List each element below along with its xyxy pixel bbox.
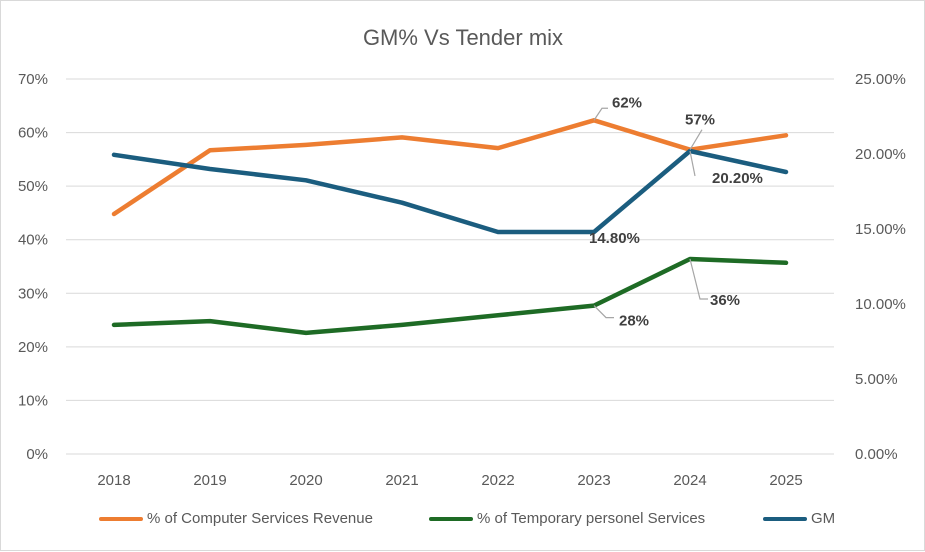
y-left-tick-label: 40% [18, 232, 48, 249]
data-label-leader [593, 305, 614, 319]
data-label: 20.20% [712, 170, 763, 187]
data-label: 36% [710, 292, 740, 309]
y-left-tick-label: 70% [18, 71, 48, 88]
y-left-tick-label: 50% [18, 178, 48, 195]
y-left-tick-label: 30% [18, 285, 48, 302]
chart-title: GM% Vs Tender mix [363, 25, 563, 50]
y-left-tick-label: 0% [26, 446, 48, 463]
data-label: 14.80% [589, 230, 640, 247]
legend: % of Computer Services Revenue % of Temp… [1, 510, 925, 532]
legend-item-computer-services[interactable]: % of Computer Services Revenue [99, 510, 373, 527]
y-right-tick-label: 25.00% [855, 71, 906, 88]
data-label-leader [689, 129, 703, 151]
data-label: 28% [619, 313, 649, 330]
y-right-tick-label: 5.00% [855, 371, 898, 388]
y-right-tick-label: 10.00% [855, 296, 906, 313]
series-line-temporary-personel[interactable] [111, 256, 789, 336]
x-tick-label: 2019 [193, 472, 226, 489]
x-tick-label: 2025 [769, 472, 802, 489]
x-tick-label: 2024 [673, 472, 706, 489]
y-right-tick-label: 0.00% [855, 446, 898, 463]
data-label-leader [689, 150, 696, 177]
legend-swatch-computer-services [99, 516, 143, 521]
y-left-tick-label: 20% [18, 339, 48, 356]
legend-swatch-gm [763, 516, 807, 521]
x-tick-label: 2018 [97, 472, 130, 489]
legend-label-computer-services: % of Computer Services Revenue [147, 510, 373, 527]
series-line-computer-services[interactable] [111, 118, 789, 217]
y-left-tick-label: 10% [18, 392, 48, 409]
data-label: 57% [685, 112, 715, 129]
legend-item-temporary-personel[interactable]: % of Temporary personel Services [429, 510, 705, 527]
x-tick-label: 2021 [385, 472, 418, 489]
legend-label-gm: GM [811, 510, 836, 527]
y-right-tick-label: 20.00% [855, 146, 906, 163]
y-right-tick-label: 15.00% [855, 221, 906, 238]
x-tick-label: 2020 [289, 472, 322, 489]
data-label: 62% [612, 94, 642, 111]
series-line-gm[interactable] [111, 148, 789, 235]
legend-label-temporary-personel: % of Temporary personel Services [477, 510, 706, 527]
legend-swatch-temporary-personel [429, 516, 473, 521]
x-tick-label: 2022 [481, 472, 514, 489]
y-left-tick-label: 60% [18, 125, 48, 142]
x-tick-label: 2023 [577, 472, 610, 489]
data-label-leader [689, 258, 708, 300]
data-label-leader [593, 107, 608, 121]
legend-item-gm[interactable]: GM [763, 510, 835, 527]
